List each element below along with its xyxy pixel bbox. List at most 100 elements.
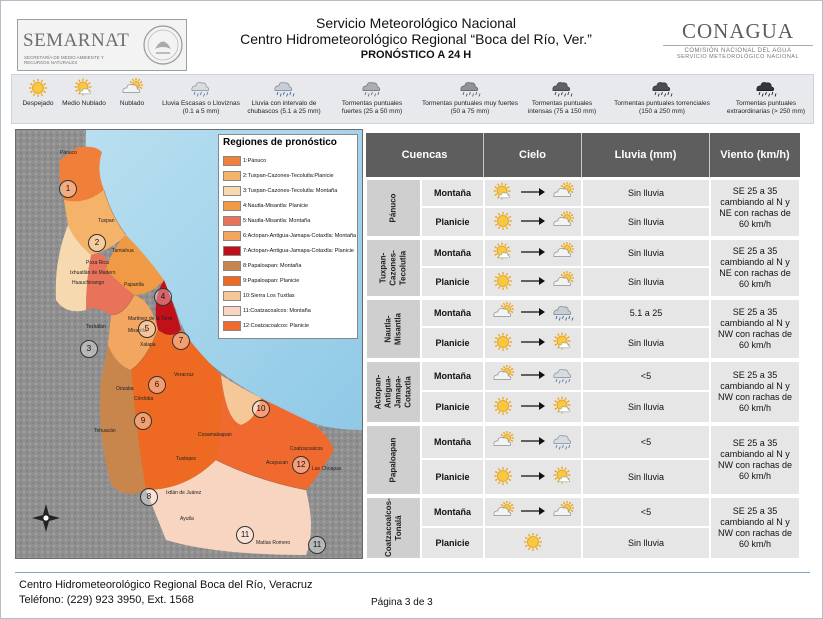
- weather-legend-label: Lluvia con intervalo de chubascos (5.1 a…: [247, 100, 321, 115]
- forecast-table: Cuencas Cielo Lluvia (mm) Viento (km/h) …: [366, 133, 800, 561]
- basin-name-cell: Papaloapan: [366, 425, 421, 495]
- region-10-area: [221, 375, 261, 425]
- footer-contact: Centro Hidrometeorológico Regional Boca …: [19, 578, 313, 608]
- zone-cell: Planicie: [421, 391, 484, 423]
- rain-cell: <5: [582, 497, 710, 527]
- arrow-right-icon: [521, 402, 545, 412]
- region-marker: 10: [252, 400, 270, 418]
- arrow-right-icon: [521, 371, 545, 381]
- map-place-label: Pánuco: [60, 150, 77, 156]
- header-basins: Cuencas: [366, 133, 484, 177]
- region-9-area: [131, 330, 223, 490]
- region-swatch: [223, 215, 241, 226]
- header: SEMARNAT SECRETARÍA DE MEDIO AMBIENTE Y …: [11, 11, 814, 73]
- sky-cell: [484, 207, 582, 237]
- sky-cell: [484, 425, 582, 459]
- partly-cloudy-icon: [551, 465, 575, 489]
- partly-cloudy-icon: [551, 331, 575, 355]
- region-label: 4:Nautla-Misantla: Planicie: [243, 203, 309, 209]
- region-legend-row: 10:Sierra Los Tuxtlas: [223, 290, 295, 302]
- storm-extraordinary-icon: [718, 77, 814, 99]
- region-swatch: [223, 245, 241, 256]
- conagua-subtext-1: COMISIÓN NACIONAL DEL AGUA: [663, 45, 813, 54]
- sky-cell: [484, 391, 582, 423]
- region-marker: 9: [134, 412, 152, 430]
- region-swatch: [223, 230, 241, 241]
- zone-cell: Planicie: [421, 327, 484, 359]
- region-label: 11:Coatzacoalcos: Montaña: [243, 308, 311, 314]
- sky-cell: [484, 327, 582, 359]
- drizzle-icon: [551, 364, 575, 388]
- eagle-seal-icon: [143, 25, 183, 65]
- footer-center-name: Centro Hidrometeorológico Regional Boca …: [19, 579, 313, 591]
- region-swatch: [223, 155, 241, 166]
- map-place-label: Tuxtepec: [176, 456, 197, 462]
- map-place-label: Acayucan: [266, 460, 288, 466]
- region-marker: 11: [308, 536, 326, 554]
- sun-icon: [491, 395, 515, 419]
- basin-name: Papaloapan: [388, 437, 398, 483]
- storm-very-strong-icon: [420, 77, 520, 99]
- region-label: 9:Papaloapan: Planicie: [243, 278, 300, 284]
- map-place-label: Teziutlán: [86, 324, 106, 330]
- zone-cell: Planicie: [421, 459, 484, 495]
- partly-cloudy-icon: [491, 241, 515, 265]
- weather-legend-item: Lluvia con intervalo de chubascos (5.1 a…: [240, 77, 328, 116]
- region-marker: 8: [140, 488, 158, 506]
- basin-name: Coatzacoalcos-Tonalá: [383, 498, 403, 557]
- basin-name-cell: Nautla-Misantla: [366, 299, 421, 359]
- sun-icon: [491, 465, 515, 489]
- rain-cell: <5: [582, 361, 710, 391]
- region-11-area: [146, 460, 311, 555]
- showers-icon: [551, 301, 575, 325]
- weather-legend-label: Despejado: [22, 100, 54, 107]
- weather-legend-item: Tormentas puntuales torrenciales (150 a …: [610, 77, 714, 116]
- arrow-right-icon: [521, 437, 545, 447]
- basin-name-cell: Actopan-Antigua-Jamapa-Cotaxtla: [366, 361, 421, 423]
- rain-cell: Sin lluvia: [582, 207, 710, 237]
- arrow-right-icon: [521, 507, 545, 517]
- region-4-area: [106, 235, 164, 295]
- storm-strong-icon: [332, 77, 412, 99]
- cloudy-icon: [551, 181, 575, 205]
- zone-cell: Planicie: [421, 267, 484, 297]
- map-place-label: Ayutla: [180, 516, 194, 522]
- region-label: 6:Actopan-Antigua-Jamapa-Cotaxtla: Monta…: [243, 233, 357, 239]
- region-marker: 4: [154, 288, 172, 306]
- zone-cell: Planicie: [421, 207, 484, 237]
- weather-legend-item: Tormentas puntuales extraordinarias (> 2…: [718, 77, 814, 116]
- weather-legend-label: Lluvia Escasas o Lloviznas (0.1 a 5 mm): [162, 100, 240, 115]
- cloudy-icon: [551, 270, 575, 294]
- map-place-label: Coatzacoalcos: [290, 446, 323, 452]
- basin-name: Actopan-Antigua-Jamapa-Cotaxtla: [373, 374, 413, 410]
- map-place-label: Ixhuatlán de Madero: [70, 270, 116, 276]
- map-place-label: Las Choapas: [312, 466, 342, 472]
- forecast-regions-map: Regiones de pronóstico 1:Pánuco 2:Tuxpan-…: [15, 129, 363, 559]
- title-service: Servicio Meteorológico Nacional: [316, 15, 516, 31]
- region-legend-row: 2:Tuxpan-Cazones-Tecolutla:Planicie: [223, 170, 334, 182]
- zone-cell: Montaña: [421, 425, 484, 459]
- cloudy-icon: [491, 301, 515, 325]
- region-swatch: [223, 290, 241, 301]
- cloudy-icon: [491, 500, 515, 524]
- weather-legend: Despejado Medio Nublado Nublado Lluvia Esca…: [11, 74, 814, 124]
- wind-cell: SE 25 a 35 cambiando al N y NW con racha…: [710, 497, 800, 559]
- page-number: Página 3 de 3: [371, 597, 433, 608]
- arrow-right-icon: [521, 217, 545, 227]
- map-place-label: Papantla: [124, 282, 144, 288]
- cloudy-icon: [551, 500, 575, 524]
- map-place-label: Veracruz: [174, 372, 194, 378]
- arrow-right-icon: [521, 472, 545, 482]
- arrow-right-icon: [521, 308, 545, 318]
- storm-intense-icon: [524, 77, 600, 99]
- conagua-logo: CONAGUA COMISIÓN NACIONAL DEL AGUA SERVI…: [663, 19, 813, 71]
- semarnat-logo: SEMARNAT SECRETARÍA DE MEDIO AMBIENTE Y …: [17, 19, 187, 71]
- region-label: 2:Tuxpan-Cazones-Tecolutla:Planicie: [243, 173, 334, 179]
- rain-cell: Sin lluvia: [582, 239, 710, 267]
- region-legend-row: 8:Papaloapan: Montaña: [223, 260, 301, 272]
- sky-cell: [484, 267, 582, 297]
- region-label: 8:Papaloapan: Montaña: [243, 263, 302, 269]
- region-swatch: [223, 260, 241, 271]
- wind-cell: SE 25 a 35 cambiando al N y NE con racha…: [710, 179, 800, 237]
- wind-cell: SE 25 a 35 cambiando al N y NW con racha…: [710, 299, 800, 359]
